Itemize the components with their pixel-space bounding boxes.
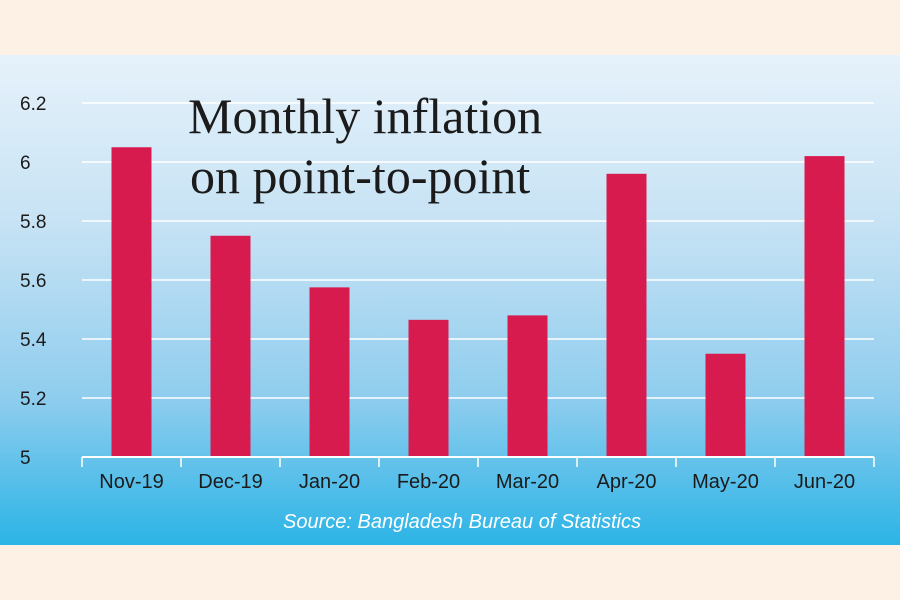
x-tick-label: Dec-19 — [198, 471, 262, 493]
x-tick-label: Jun-20 — [794, 471, 855, 493]
x-tick-label: Apr-20 — [596, 471, 656, 493]
x-axis-tick-marks — [81, 457, 875, 467]
chart-title-line-1: Monthly inflation — [188, 88, 542, 144]
chart-title-line-2: on point-to-point — [190, 148, 530, 204]
y-tick-label: 5 — [20, 448, 31, 469]
bar-mar-20 — [507, 315, 548, 457]
bar-feb-20 — [408, 319, 449, 457]
bar-may-20 — [705, 353, 746, 457]
bar-jan-20 — [309, 287, 350, 457]
x-axis-labels: Nov-19 Dec-19 Jan-20 Feb-20 Mar-20 Apr-20 May-… — [99, 471, 855, 493]
x-tick-label: Feb-20 — [397, 471, 460, 493]
bar-jun-20 — [804, 156, 845, 457]
y-tick-label: 5.6 — [20, 271, 46, 292]
x-tick-label: May-20 — [692, 471, 759, 493]
y-tick-label: 6.2 — [20, 94, 46, 115]
y-tick-label: 5.4 — [20, 330, 47, 351]
bar-nov-19 — [111, 147, 152, 457]
y-tick-label: 5.8 — [20, 212, 46, 233]
x-tick-label: Nov-19 — [99, 471, 163, 493]
y-tick-label: 6 — [20, 153, 31, 174]
bar-apr-20 — [606, 173, 647, 458]
y-axis-ticks: 5 5.2 5.4 5.6 5.8 6 6.2 — [20, 94, 47, 469]
y-tick-label: 5.2 — [20, 389, 46, 410]
bar-dec-19 — [210, 235, 251, 457]
x-tick-label: Jan-20 — [299, 471, 360, 493]
bars — [111, 147, 845, 458]
x-tick-label: Mar-20 — [496, 471, 559, 493]
chart-source-note: Source: Bangladesh Bureau of Statistics — [283, 511, 641, 533]
